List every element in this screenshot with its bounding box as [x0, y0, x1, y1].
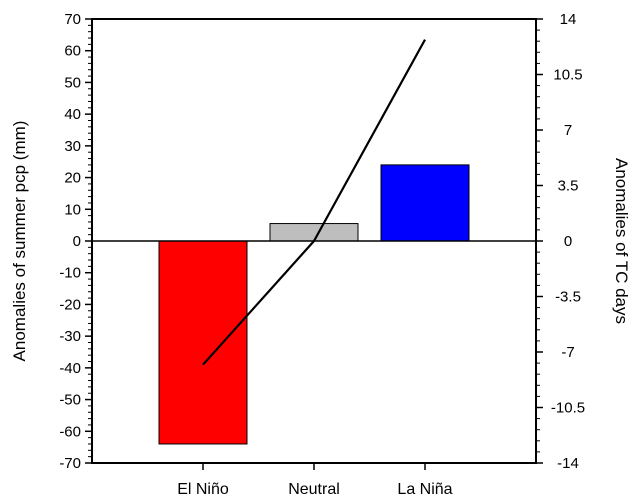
left-tick-label: 60	[64, 43, 81, 60]
category-label: Neutral	[288, 481, 340, 498]
right-tick-labels: 14 10.5 7 3.5 0 -3.5 -7 -10.5 -14	[551, 11, 585, 472]
right-tick-label: -10.5	[551, 400, 585, 417]
left-tick-label: 30	[64, 138, 81, 155]
left-tick-labels: 70 60 50 40 30 20 10 0 -10 -20 -30 -40 -50 -60 -70	[59, 11, 81, 472]
category-label: El Niño	[177, 481, 229, 498]
left-tick-label: -70	[59, 455, 81, 472]
right-tick-label: 0	[564, 233, 572, 250]
left-tick-label: -20	[59, 296, 81, 313]
left-tick-label: 50	[64, 74, 81, 91]
left-tick-label: 40	[64, 106, 81, 123]
left-tick-label: -60	[59, 423, 81, 440]
left-tick-label: 10	[64, 201, 81, 218]
left-tick-label: 70	[64, 11, 81, 28]
right-tick-label: -14	[557, 455, 579, 472]
right-tick-label: 14	[560, 11, 577, 28]
bar-2	[269, 223, 359, 242]
left-tick-label: -30	[59, 328, 81, 345]
bar-3	[380, 164, 470, 242]
bar-1	[158, 240, 248, 445]
right-tick-label: 10.5	[553, 67, 582, 84]
left-tick-label: 20	[64, 170, 81, 187]
left-tick-label: -50	[59, 392, 81, 409]
left-tick-label: -40	[59, 360, 81, 377]
y-axis-title-left: Anomalies of summer pcp (mm)	[10, 121, 29, 362]
right-tick-label: -7	[561, 344, 574, 361]
right-tick-label: 3.5	[558, 178, 579, 195]
left-tick-label: -10	[59, 265, 81, 282]
category-labels: El Niño Neutral La Niña	[177, 481, 452, 498]
right-tick-label: 7	[564, 122, 572, 139]
major-ticks	[85, 18, 543, 470]
bars	[158, 164, 470, 445]
series-line-tc-days	[202, 39, 426, 366]
left-tick-label: 0	[73, 233, 81, 250]
y-axis-title-right: Anomalies of TC days	[612, 158, 631, 324]
right-tick-label: -3.5	[555, 289, 581, 306]
category-label: La Niña	[397, 481, 452, 498]
